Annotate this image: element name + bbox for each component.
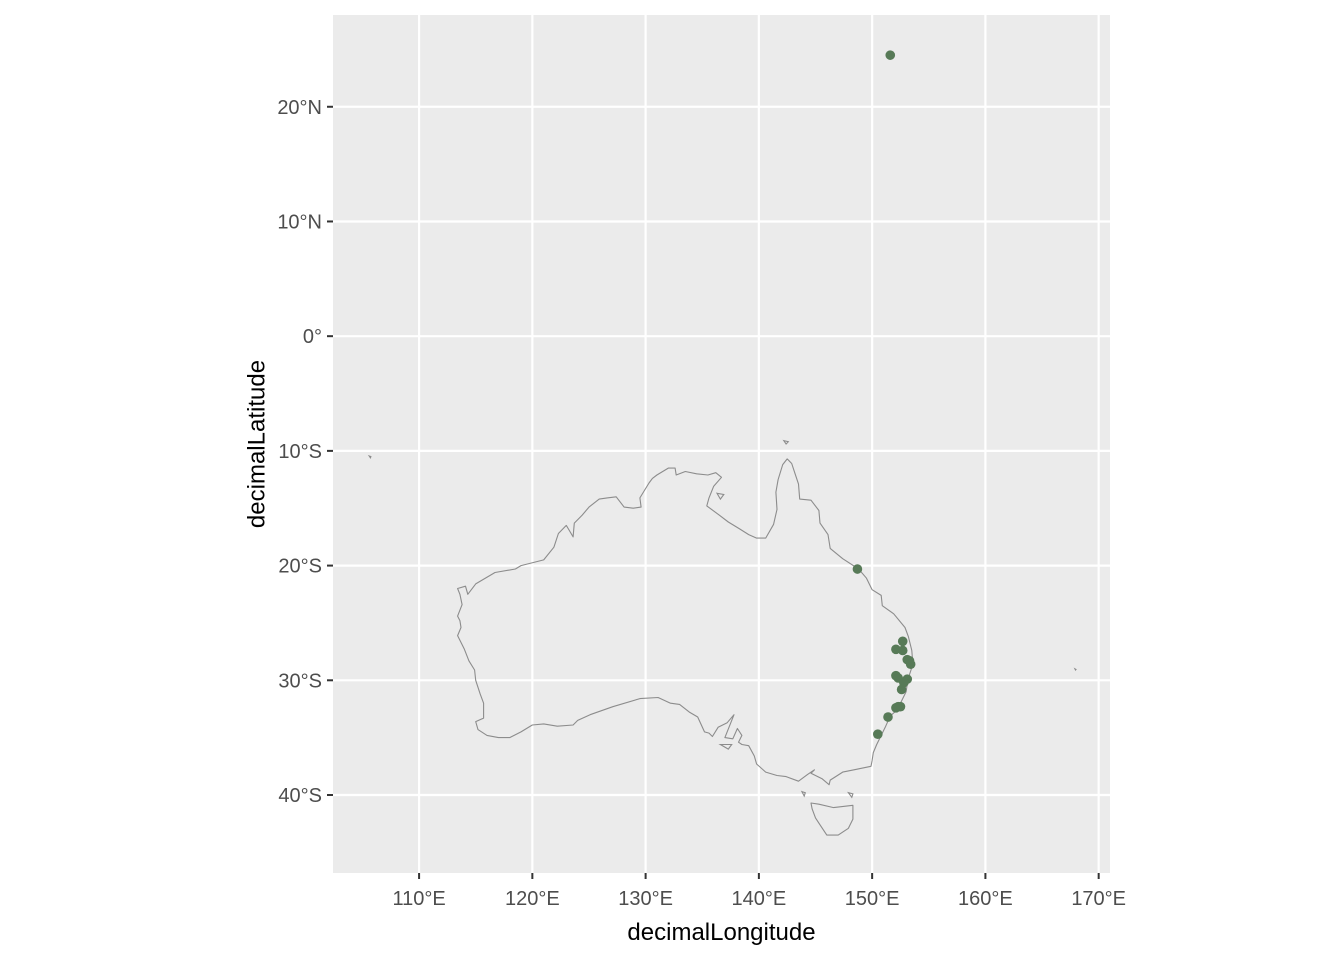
- x-tick-label: 130°E: [618, 888, 673, 910]
- occurrence-point: [905, 659, 916, 670]
- occurrence-point: [852, 564, 863, 574]
- y-tick-label: 0°: [303, 326, 322, 348]
- occurrence-point: [895, 701, 906, 712]
- occurrence-points: [852, 50, 916, 740]
- mainland-outline: [457, 458, 914, 786]
- y-tick-label: 40°S: [278, 785, 322, 807]
- occurrence-point: [885, 50, 896, 60]
- y-tick-label: 30°S: [278, 670, 322, 692]
- occurrence-point: [896, 684, 907, 695]
- island-outline: [1073, 667, 1077, 671]
- x-tick-label: 120°E: [505, 888, 560, 910]
- x-tick-label: 110°E: [392, 888, 445, 910]
- grid-lines: [333, 15, 1110, 873]
- occurrence-point: [883, 712, 893, 722]
- x-tick-label: 150°E: [845, 888, 900, 910]
- x-axis: 110°E 120°E 130°E 140°E 150°E 160°E 170°E: [392, 873, 1126, 910]
- x-axis-title: decimalLongitude: [627, 919, 815, 946]
- y-tick-label: 20°S: [278, 556, 322, 578]
- x-tick-label: 140°E: [732, 888, 787, 910]
- x-tick-label: 170°E: [1071, 888, 1126, 910]
- plot-panel: [333, 15, 1110, 873]
- island-outline: [718, 743, 733, 750]
- panel-background: [333, 15, 1110, 873]
- island-outline: [782, 439, 790, 445]
- x-tick-label: 160°E: [958, 888, 1013, 910]
- island-outline: [800, 790, 806, 798]
- occurrence-point: [897, 645, 908, 656]
- occurrence-point: [897, 636, 908, 647]
- y-tick-label: 10°N: [277, 211, 322, 233]
- y-axis-title: decimalLatitude: [243, 360, 270, 528]
- basemap-coastline: [367, 439, 1077, 836]
- occurrence-point: [873, 729, 883, 740]
- island-outline: [847, 791, 854, 799]
- y-axis: 20°N 10°N 0° 10°S 20°S 30°S 40°S: [277, 97, 333, 807]
- tasmania-outline: [810, 802, 854, 836]
- y-tick-label: 20°N: [277, 97, 322, 119]
- island-outline: [367, 454, 372, 459]
- island-outline: [715, 492, 725, 501]
- y-tick-label: 10°S: [278, 441, 322, 463]
